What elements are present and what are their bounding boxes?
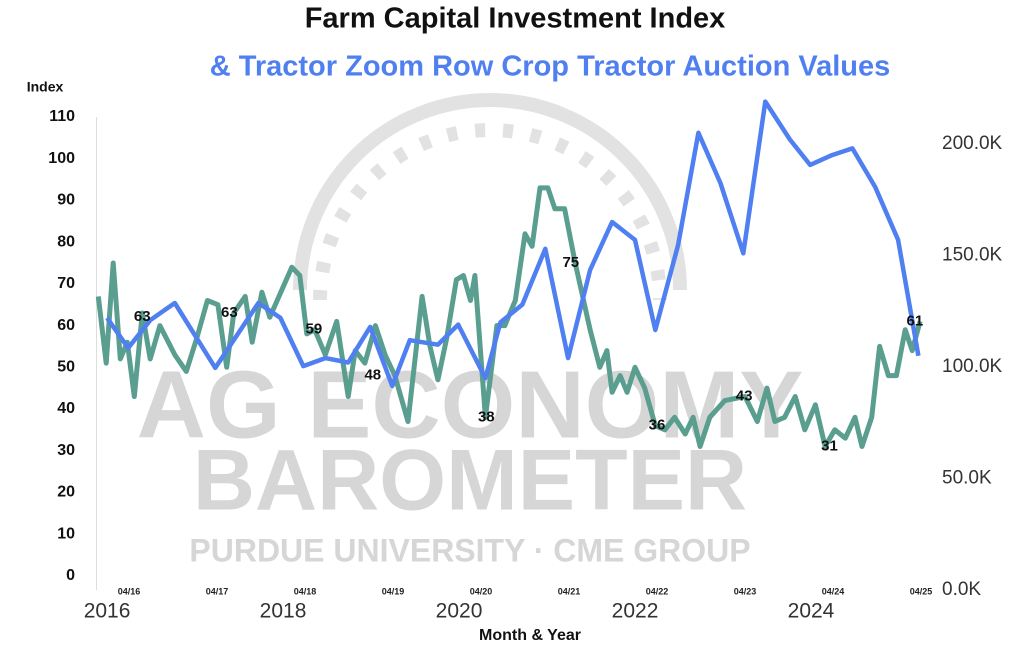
x-month-tick-label: 04/21 bbox=[558, 586, 581, 596]
data-label: 63 bbox=[221, 304, 238, 321]
y-tick-label: 40 bbox=[57, 400, 75, 417]
y-tick-label: 10 bbox=[57, 525, 75, 542]
x-axis-label: Month & Year bbox=[479, 627, 581, 644]
y-tick-label: 50 bbox=[57, 358, 75, 375]
series-line bbox=[105, 99, 921, 389]
y-tick-label: 110 bbox=[49, 108, 75, 125]
data-label: 75 bbox=[562, 254, 579, 271]
x-month-tick-label: 04/22 bbox=[646, 586, 669, 596]
data-label: 43 bbox=[736, 387, 753, 404]
x-tick-label: 2024 bbox=[788, 600, 835, 623]
x-month-tick-label: 04/17 bbox=[206, 586, 229, 596]
x-month-tick-label: 04/18 bbox=[294, 586, 317, 596]
x-tick-label: 2018 bbox=[260, 600, 307, 623]
y-tick-label: 90 bbox=[57, 192, 75, 209]
x-month-tick-label: 04/23 bbox=[734, 586, 757, 596]
data-label: 63 bbox=[134, 308, 151, 325]
watermark-gauge bbox=[293, 93, 687, 301]
data-label: 36 bbox=[649, 417, 666, 434]
y2-tick-label: 50.0K bbox=[942, 468, 992, 489]
y-tick-label: 70 bbox=[57, 275, 75, 292]
y2-tick-label: 200.0K bbox=[942, 133, 1003, 154]
chart-title: Farm Capital Investment Index bbox=[305, 3, 726, 35]
watermark-line: BAROMETER bbox=[193, 433, 747, 529]
x-month-tick-label: 04/25 bbox=[910, 586, 933, 596]
y-tick-label: 60 bbox=[57, 317, 75, 334]
watermark-line: AG ECONOMY bbox=[137, 351, 804, 458]
data-label: 31 bbox=[821, 437, 838, 454]
data-label: 61 bbox=[906, 312, 923, 329]
chart-subtitle: & Tractor Zoom Row Crop Tractor Auction … bbox=[210, 51, 891, 83]
y-tick-label: 30 bbox=[57, 442, 75, 459]
data-label: 38 bbox=[478, 408, 495, 425]
y-axis-label: Index bbox=[27, 79, 64, 95]
data-label: 59 bbox=[306, 321, 323, 338]
y2-tick-label: 150.0K bbox=[942, 245, 1003, 266]
x-tick-label: 2020 bbox=[436, 600, 483, 623]
y2-tick-label: 100.0K bbox=[942, 356, 1003, 377]
x-month-tick-label: 04/20 bbox=[470, 586, 493, 596]
data-label: 48 bbox=[364, 367, 381, 384]
x-month-tick-label: 04/16 bbox=[118, 586, 141, 596]
watermark-line: PURDUE UNIVERSITY · CME GROUP bbox=[189, 532, 750, 568]
x-tick-label: 2016 bbox=[84, 600, 131, 623]
y2-tick-label: 0.0K bbox=[942, 579, 981, 600]
x-month-tick-label: 04/19 bbox=[382, 586, 405, 596]
x-month-tick-label: 04/24 bbox=[822, 586, 845, 596]
y-tick-label: 100 bbox=[48, 150, 75, 167]
y-tick-label: 80 bbox=[57, 233, 75, 250]
y-tick-label: 0 bbox=[66, 567, 75, 584]
y-tick-label: 20 bbox=[57, 484, 75, 501]
x-tick-label: 2022 bbox=[612, 600, 659, 623]
